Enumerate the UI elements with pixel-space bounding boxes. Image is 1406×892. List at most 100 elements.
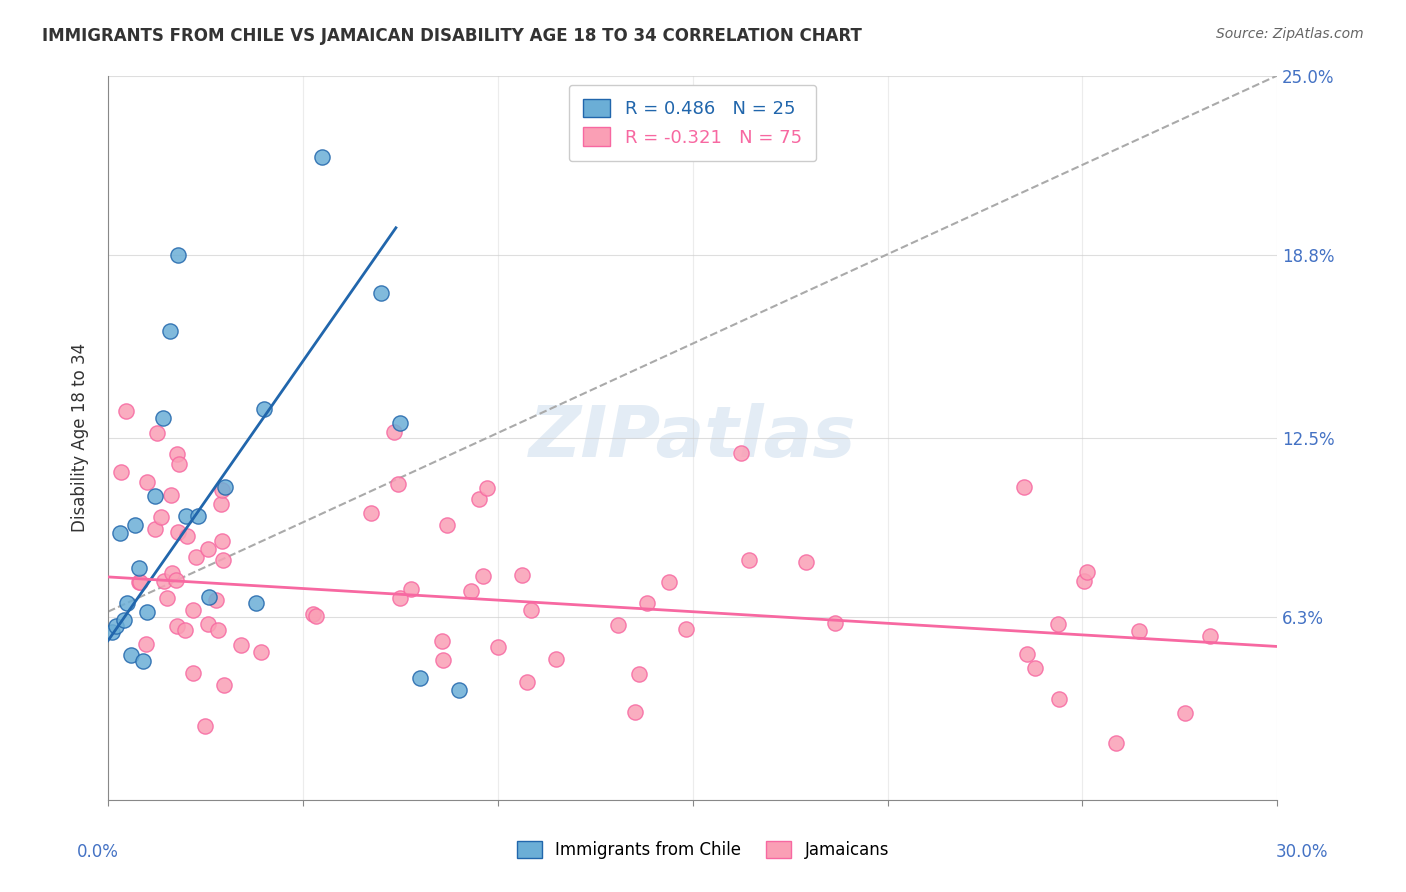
Point xyxy=(212,678,235,692)
Point xyxy=(211,533,233,548)
Point xyxy=(174,623,197,637)
Point xyxy=(160,488,183,502)
Point xyxy=(520,603,543,617)
Point xyxy=(167,457,190,471)
Point xyxy=(229,638,252,652)
Point xyxy=(360,507,382,521)
Point xyxy=(159,324,181,338)
Point xyxy=(389,417,412,431)
Point xyxy=(174,509,197,524)
Point xyxy=(399,582,422,596)
Point xyxy=(1073,574,1095,589)
Point xyxy=(388,591,411,606)
Point xyxy=(152,410,174,425)
Point xyxy=(1017,647,1039,661)
Text: 30.0%: 30.0% xyxy=(1277,843,1329,861)
Point xyxy=(156,591,179,606)
Point xyxy=(211,553,233,567)
Point xyxy=(516,674,538,689)
Legend: Immigrants from Chile, Jamaicans: Immigrants from Chile, Jamaicans xyxy=(510,834,896,866)
Point xyxy=(153,574,176,588)
Point xyxy=(658,574,681,589)
Point xyxy=(675,622,697,636)
Point xyxy=(370,285,392,300)
Point xyxy=(304,609,326,624)
Point xyxy=(460,584,482,599)
Point xyxy=(124,517,146,532)
Point xyxy=(824,615,846,630)
Point xyxy=(1047,692,1070,706)
Point xyxy=(162,566,184,580)
Point xyxy=(166,447,188,461)
Point xyxy=(128,561,150,575)
Point xyxy=(135,637,157,651)
Point xyxy=(486,640,509,654)
Text: ZIPatlas: ZIPatlas xyxy=(529,403,856,472)
Point xyxy=(1076,566,1098,580)
Point xyxy=(198,591,221,605)
Point xyxy=(209,498,232,512)
Text: Source: ZipAtlas.com: Source: ZipAtlas.com xyxy=(1216,27,1364,41)
Point xyxy=(145,522,167,536)
Point xyxy=(120,648,142,662)
Point xyxy=(104,619,127,633)
Point xyxy=(145,426,167,441)
Point xyxy=(382,425,405,440)
Point xyxy=(544,652,567,666)
Point xyxy=(471,568,494,582)
Point xyxy=(311,150,333,164)
Point xyxy=(181,666,204,681)
Point xyxy=(110,465,132,479)
Point xyxy=(167,248,190,262)
Point xyxy=(794,555,817,569)
Point xyxy=(205,593,228,607)
Point xyxy=(211,483,233,497)
Point xyxy=(447,682,470,697)
Point xyxy=(166,524,188,539)
Point xyxy=(1174,706,1197,721)
Point xyxy=(302,607,325,622)
Point xyxy=(214,480,236,494)
Point xyxy=(187,509,209,524)
Point xyxy=(143,489,166,503)
Point xyxy=(1199,629,1222,643)
Point xyxy=(207,624,229,638)
Y-axis label: Disability Age 18 to 34: Disability Age 18 to 34 xyxy=(72,343,89,533)
Point xyxy=(512,568,534,582)
Point xyxy=(432,653,454,667)
Point xyxy=(737,553,759,567)
Text: IMMIGRANTS FROM CHILE VS JAMAICAN DISABILITY AGE 18 TO 34 CORRELATION CHART: IMMIGRANTS FROM CHILE VS JAMAICAN DISABI… xyxy=(42,27,862,45)
Point xyxy=(128,575,150,590)
Point xyxy=(475,481,498,495)
Point xyxy=(387,477,409,491)
Point xyxy=(117,596,139,610)
Point xyxy=(166,618,188,632)
Point xyxy=(194,719,217,733)
Point xyxy=(1128,624,1150,639)
Point xyxy=(197,617,219,632)
Point xyxy=(436,518,458,533)
Point xyxy=(136,605,159,619)
Point xyxy=(409,671,432,685)
Point xyxy=(430,633,453,648)
Point xyxy=(135,475,157,489)
Point xyxy=(181,603,204,617)
Legend: R = 0.486   N = 25, R = -0.321   N = 75: R = 0.486 N = 25, R = -0.321 N = 75 xyxy=(569,85,817,161)
Point xyxy=(468,491,491,506)
Point xyxy=(197,542,219,557)
Point xyxy=(101,625,124,640)
Point xyxy=(184,550,207,565)
Point xyxy=(1104,736,1126,750)
Point xyxy=(128,575,150,590)
Point xyxy=(149,509,172,524)
Point xyxy=(730,445,752,459)
Point xyxy=(112,614,135,628)
Point xyxy=(108,526,131,541)
Point xyxy=(636,596,658,610)
Point xyxy=(253,401,276,416)
Point xyxy=(1046,617,1069,632)
Point xyxy=(245,596,267,610)
Point xyxy=(165,573,187,587)
Point xyxy=(1012,480,1035,494)
Point xyxy=(624,705,647,719)
